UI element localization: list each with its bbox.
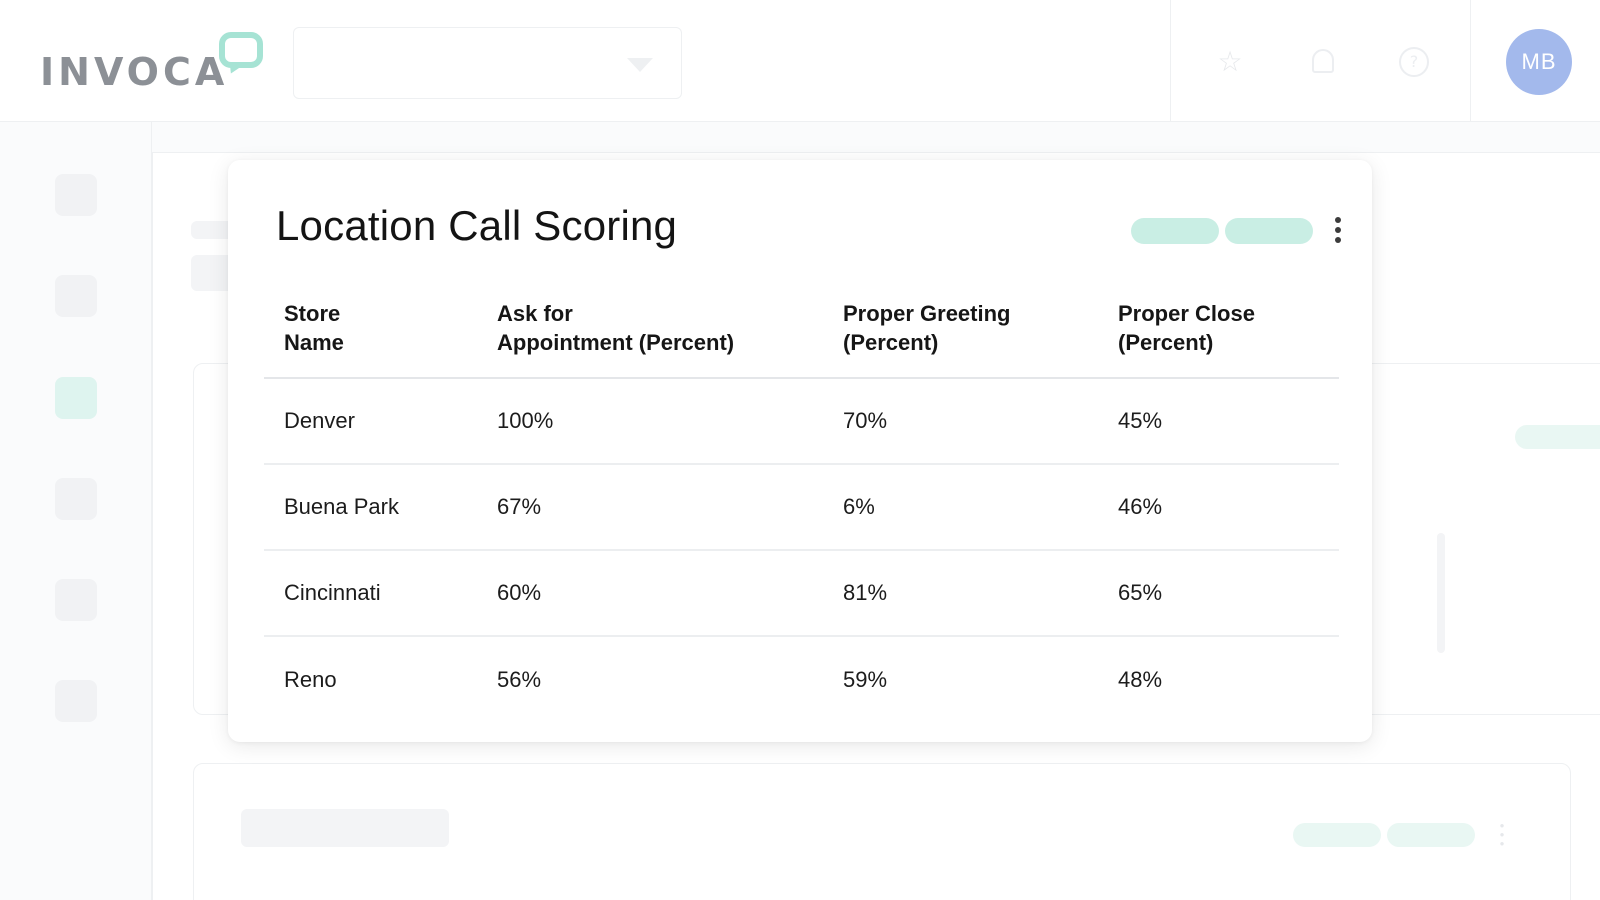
filter-pill[interactable] [1131, 218, 1219, 244]
filter-pill[interactable] [1225, 218, 1313, 244]
column-header-store-name[interactable]: Store Name [264, 293, 477, 379]
star-icon[interactable]: ☆ [1217, 45, 1243, 78]
help-icon[interactable]: ? [1399, 47, 1429, 77]
cell-ask: 100% [477, 378, 823, 465]
cell-greeting: 6% [823, 464, 1098, 551]
placeholder-pill [1515, 425, 1600, 449]
cell-store: Buena Park [264, 464, 477, 551]
left-sidebar [0, 122, 152, 900]
cell-close: 45% [1098, 378, 1339, 465]
cell-close: 48% [1118, 666, 1163, 692]
column-header-ask-for-appointment[interactable]: Ask for Appointment (Percent) [477, 293, 823, 379]
bell-icon[interactable] [1308, 47, 1338, 77]
sidebar-item-2[interactable] [55, 275, 97, 317]
table-row: Buena Park 67% 6% 46% [264, 464, 1339, 551]
cell-greeting: 81% [823, 550, 1098, 637]
table-row: Denver 100% 70% 45% [264, 378, 1339, 465]
location-call-scoring-card: Location Call Scoring Store Name Ask for A… [228, 160, 1372, 742]
account-selector-dropdown[interactable] [293, 27, 682, 99]
cell-ask: 67% [477, 464, 823, 551]
user-avatar[interactable]: MB [1506, 29, 1572, 95]
table-header-row: Store Name Ask for Appointment (Percent) P… [264, 293, 1339, 379]
cell-ask: 56% [497, 666, 542, 692]
sidebar-item-3-active[interactable] [55, 377, 97, 419]
sidebar-item-1[interactable] [55, 174, 97, 216]
card-title: Location Call Scoring [276, 202, 678, 249]
placeholder-pill [1293, 823, 1381, 847]
scrollbar-placeholder [1437, 533, 1445, 653]
kebab-menu-icon: ● ● ● [1499, 821, 1505, 848]
cell-greeting: 59% [843, 666, 888, 692]
placeholder-pill [1387, 823, 1475, 847]
sidebar-item-4[interactable] [55, 478, 97, 520]
column-header-proper-close[interactable]: Proper Close (Percent) [1098, 293, 1339, 379]
cell-store: Reno [284, 666, 337, 692]
table-row: Reno 56% 59% 48% [264, 636, 1339, 722]
sidebar-item-5[interactable] [55, 579, 97, 621]
cell-store: Cincinnati [264, 550, 477, 637]
top-header: INVOCA ☆ ? MB [0, 0, 1600, 122]
column-header-proper-greeting[interactable]: Proper Greeting (Percent) [823, 293, 1098, 379]
cell-store: Denver [264, 378, 477, 465]
header-divider [1470, 0, 1471, 122]
table-row: Cincinnati 60% 81% 65% [264, 550, 1339, 637]
placeholder-bar [241, 809, 449, 847]
cell-close: 46% [1098, 464, 1339, 551]
sidebar-item-6[interactable] [55, 680, 97, 722]
cell-close: 65% [1098, 550, 1339, 637]
invoca-logo[interactable]: INVOCA [40, 50, 229, 94]
cell-greeting: 70% [823, 378, 1098, 465]
chevron-down-icon [627, 58, 653, 72]
scoring-table: Store Name Ask for Appointment (Percent) P… [264, 293, 1339, 722]
chat-bubble-logo-icon [219, 32, 263, 68]
kebab-menu-icon[interactable] [1333, 217, 1343, 247]
cell-ask: 60% [477, 550, 823, 637]
header-divider [1170, 0, 1171, 122]
